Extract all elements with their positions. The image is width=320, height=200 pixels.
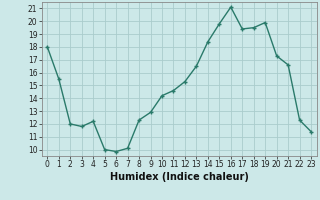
X-axis label: Humidex (Indice chaleur): Humidex (Indice chaleur) [110,172,249,182]
